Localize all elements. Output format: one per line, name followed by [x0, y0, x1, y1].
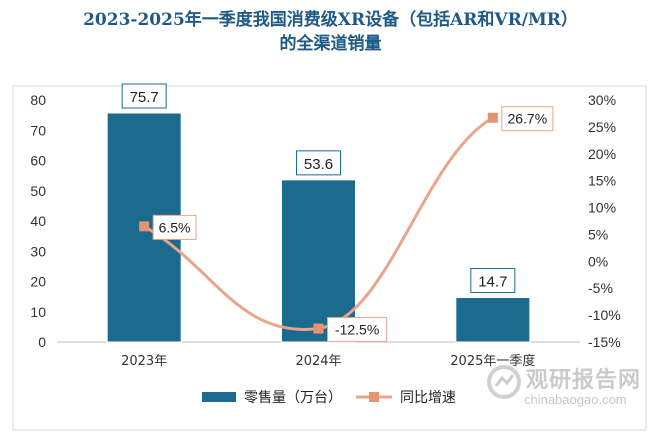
legend-line-marker	[369, 392, 379, 402]
line-series	[139, 112, 498, 334]
right-tick-label: -5%	[588, 280, 613, 296]
line-label-box	[152, 214, 197, 240]
right-tick-label: 0%	[588, 253, 608, 269]
left-tick-label: 80	[30, 92, 46, 108]
bar-label-box	[296, 150, 341, 176]
line-marker-1	[139, 221, 150, 232]
bar-label-box	[470, 268, 516, 294]
right-tick-label: 15%	[588, 173, 616, 189]
category-label: 2024年	[295, 354, 341, 369]
right-tick-label: 10%	[588, 200, 616, 216]
chart-title-line2: 的全渠道销量	[279, 34, 382, 54]
bar-value-label: 75.7	[130, 89, 159, 106]
line-marker-2	[313, 323, 324, 334]
right-tick-label: 5%	[588, 226, 608, 242]
right-tick-label: 30%	[588, 92, 616, 108]
chart-title-line1: 2023-2025年一季度我国消费级XR设备（包括AR和VR/MR）	[83, 10, 578, 30]
outer-border	[12, 85, 647, 431]
category-axis-labels: 2023年 2024年 2025年一季度	[121, 353, 535, 369]
line-value-label: -12.5%	[335, 322, 379, 338]
category-label: 2023年	[121, 354, 167, 369]
left-tick-label: 30	[30, 243, 46, 259]
watermark-cn-text: 观研报告网	[526, 368, 642, 393]
bar-value-labels: 75.7 53.6 14.7	[121, 83, 516, 294]
right-tick-label: 20%	[588, 146, 616, 162]
right-tick-label: 25%	[588, 119, 616, 135]
watermark-en-text: chinabaogao.com	[524, 392, 627, 407]
right-axis-ticks: -15% -10% -5% 0% 5% 10% 15% 20% 25% 30%	[588, 92, 621, 350]
legend-bar-label: 零售量（万台）	[244, 390, 342, 406]
left-tick-label: 0	[38, 334, 46, 350]
left-tick-label: 10	[30, 304, 46, 320]
line-value-labels: 6.5% -12.5% 26.7%	[152, 106, 554, 343]
left-axis-ticks: 0 10 20 30 40 50 60 70 80	[30, 92, 46, 350]
bar-3	[455, 297, 531, 343]
watermark: 观研报告网 chinabaogao.com	[484, 362, 654, 412]
bar-value-label: 53.6	[304, 156, 333, 173]
left-tick-label: 50	[30, 183, 46, 199]
category-label: 2025年一季度	[450, 353, 535, 369]
bar-label-box	[121, 83, 167, 109]
line-value-label: 6.5%	[159, 219, 191, 235]
left-tick-label: 40	[30, 213, 46, 229]
bar-value-label: 14.7	[478, 274, 507, 291]
watermark-logo-icon	[487, 365, 521, 399]
legend: 零售量（万台） 同比增速	[202, 390, 456, 406]
line-marker-3	[487, 112, 498, 123]
legend-line-label: 同比增速	[400, 390, 456, 406]
right-tick-label: -15%	[588, 334, 621, 350]
left-tick-label: 60	[30, 153, 46, 169]
line-label-box	[501, 106, 554, 132]
bar-2	[281, 179, 356, 343]
chart-title: 2023-2025年一季度我国消费级XR设备（包括AR和VR/MR） 的全渠道销…	[0, 8, 661, 56]
legend-bar-swatch	[202, 392, 236, 402]
line-value-label: 26.7%	[507, 111, 547, 127]
left-tick-label: 20	[30, 274, 46, 290]
right-tick-label: -10%	[588, 307, 621, 323]
left-tick-label: 70	[30, 122, 46, 138]
line-label-box	[327, 317, 388, 343]
